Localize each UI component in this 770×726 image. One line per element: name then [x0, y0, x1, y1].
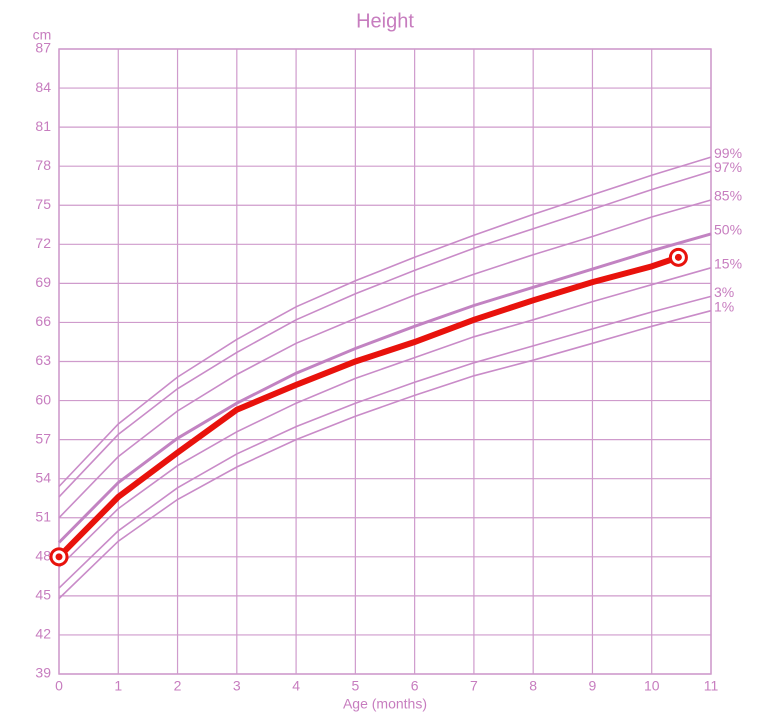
y-tick-label: 81: [35, 118, 51, 134]
plot-border: [58, 48, 712, 675]
legend-label: 1%: [714, 298, 734, 314]
percentile-line: [57, 232, 712, 544]
y-tick-label: 42: [35, 626, 51, 642]
y-tick-label: 48: [35, 548, 51, 564]
y-tick-label: 72: [35, 235, 51, 251]
y-tick-label: 54: [35, 469, 51, 485]
y-unit: cm: [33, 27, 52, 43]
x-tick-label: 10: [644, 678, 660, 694]
legend-label: 15%: [714, 255, 742, 271]
y-tick-label: 45: [35, 587, 51, 603]
chart-title: Height: [356, 10, 414, 32]
y-tick-label: 87: [35, 40, 51, 56]
x-tick-label: 11: [704, 678, 719, 694]
x-tick-label: 3: [233, 678, 241, 694]
y-tick-label: 78: [35, 157, 51, 173]
x-tick-label: 4: [292, 678, 300, 694]
percentile-line: [58, 295, 712, 589]
percentile-line: [58, 170, 712, 498]
x-tick-label: 1: [114, 678, 122, 694]
x-tick-label: 7: [470, 678, 478, 694]
y-tick-label: 60: [35, 391, 51, 407]
percentile-line: [58, 199, 712, 519]
x-axis-label: Age (months): [343, 696, 427, 712]
measurement-point-dot: [55, 553, 63, 561]
y-tick-label: 63: [35, 352, 51, 368]
legend-label: 97%: [714, 159, 742, 175]
legend-label: 99%: [714, 145, 742, 161]
x-tick-label: 6: [411, 678, 419, 694]
y-tick-label: 51: [35, 508, 51, 524]
measurement-line: [56, 254, 682, 560]
percentile-line: [58, 267, 712, 568]
legend-label: 50%: [714, 222, 742, 238]
x-tick-label: 0: [55, 678, 63, 694]
percentile-line: [58, 156, 712, 488]
y-tick-label: 69: [35, 274, 51, 290]
x-tick-label: 8: [529, 678, 537, 694]
legend-label: 85%: [714, 188, 742, 204]
legend-label: 3%: [714, 284, 734, 300]
percentile-line: [58, 309, 712, 600]
y-tick-label: 84: [35, 79, 51, 95]
x-tick-label: 5: [351, 678, 359, 694]
y-tick-label: 75: [35, 196, 51, 212]
y-tick-label: 66: [35, 313, 51, 329]
x-tick-label: 9: [589, 678, 597, 694]
x-tick-label: 2: [174, 678, 182, 694]
measurement-point-dot: [674, 253, 682, 261]
y-tick-label: 39: [35, 665, 51, 681]
y-tick-label: 57: [35, 430, 51, 446]
